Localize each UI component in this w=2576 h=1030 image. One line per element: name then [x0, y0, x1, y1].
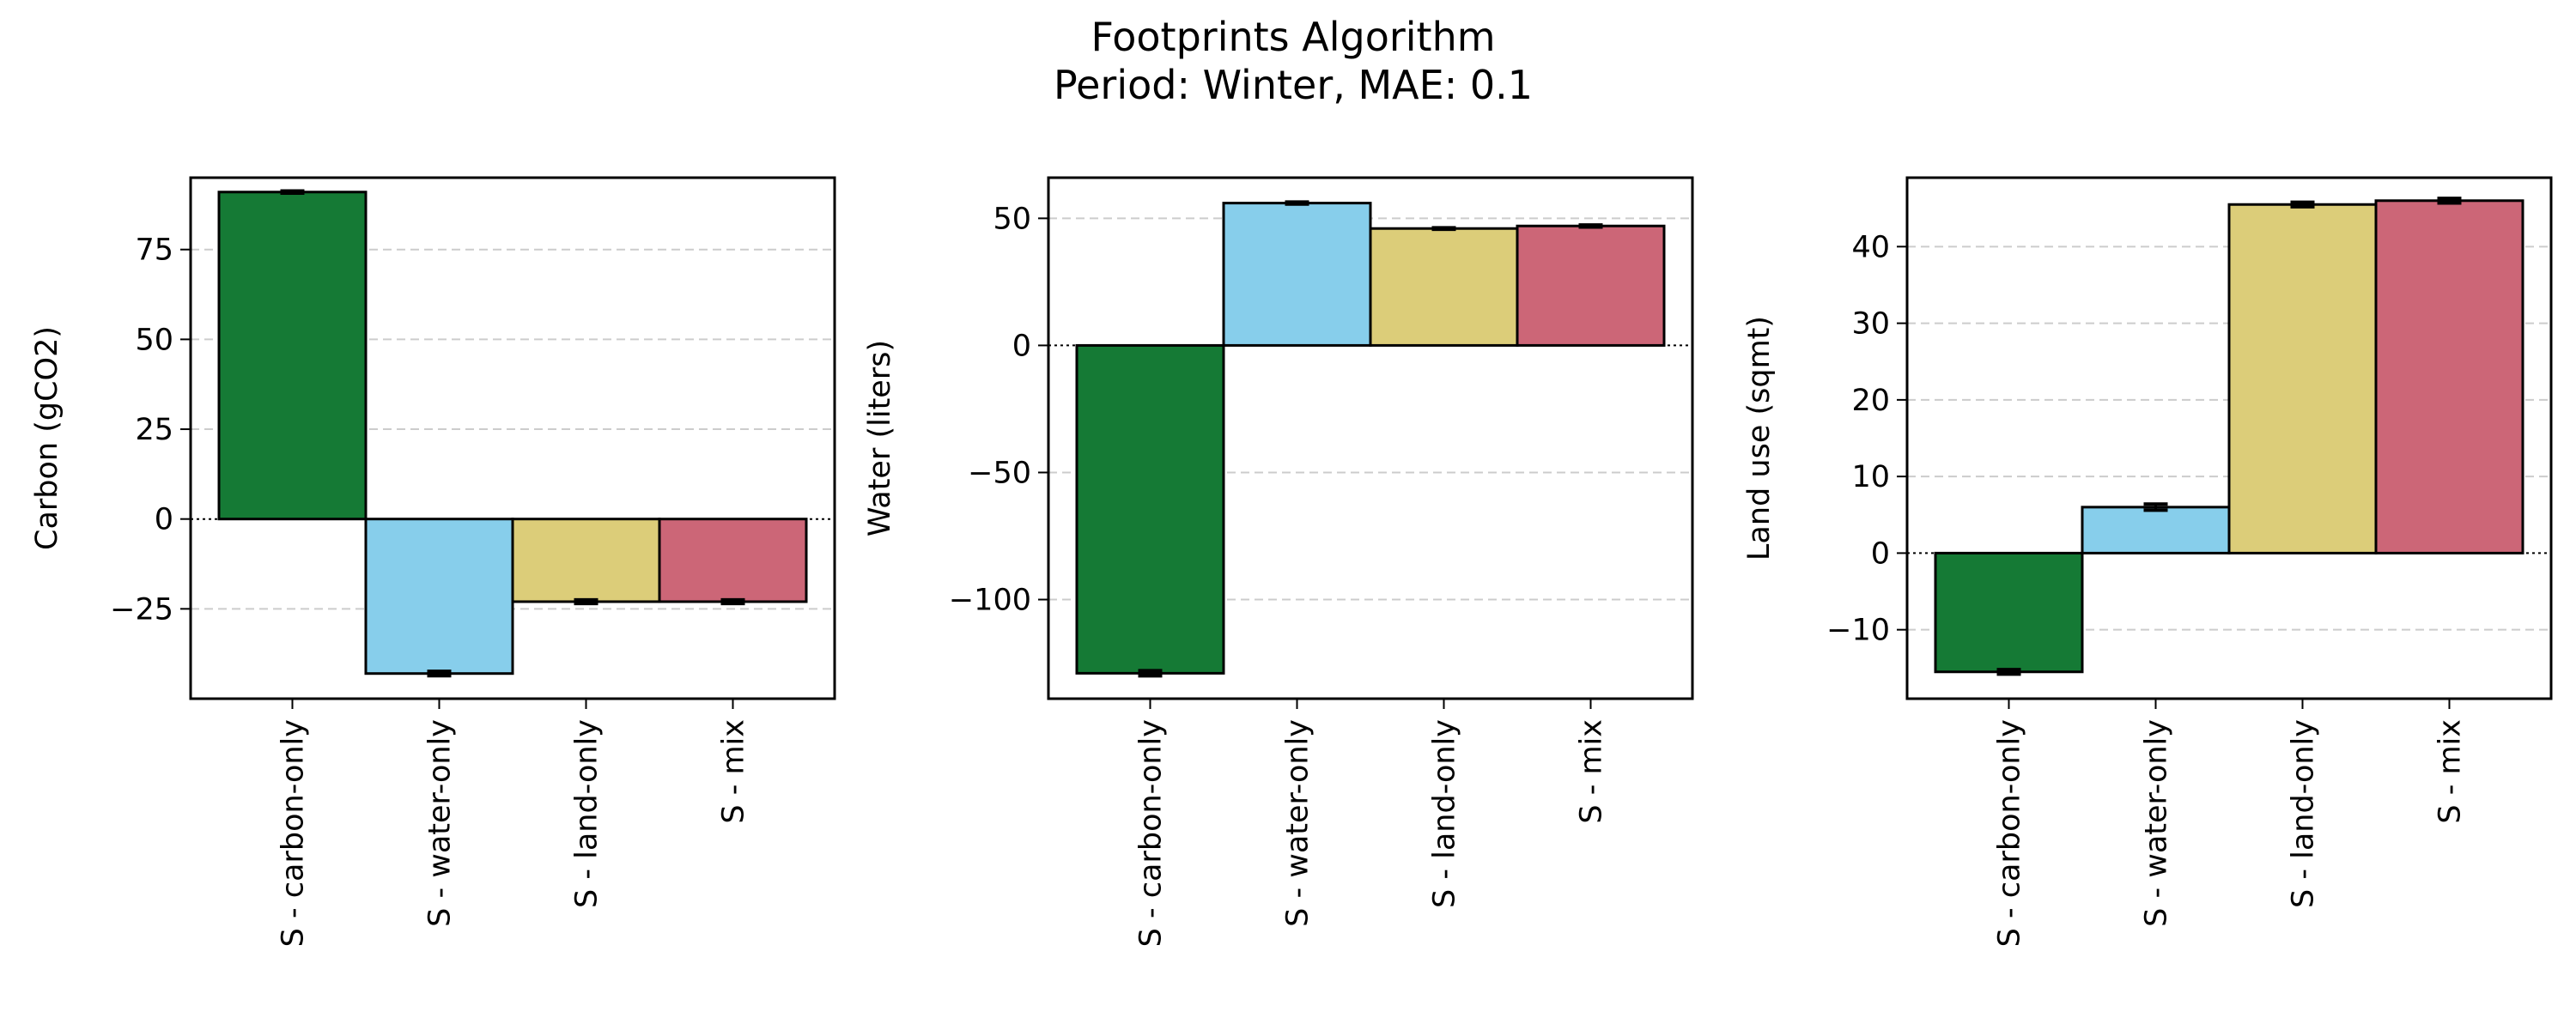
y-tick-label: 40 [1851, 230, 1890, 264]
bar [1222, 202, 1372, 347]
x-tick-label: S - land-only [570, 719, 605, 908]
axes-frame [189, 176, 836, 700]
x-tick-label: S - carbon-only [1134, 719, 1169, 947]
bar [2374, 199, 2524, 554]
axes-frame [1905, 176, 2553, 700]
bar [1369, 227, 1519, 347]
chart-panel-1: S - carbon-only S - water-only S - land-on… [30, 176, 836, 947]
y-tick-label: 50 [993, 202, 1031, 236]
x-tick-label: S - carbon-only [1993, 719, 2027, 947]
subplots: S - carbon-only S - water-only S - land-on… [30, 176, 2553, 947]
bar [1075, 343, 1225, 675]
y-tick-label: 75 [135, 233, 173, 268]
x-tick-label: S - water-only [1281, 719, 1315, 927]
y-tick-label: 10 [1851, 460, 1890, 494]
y-tick-label: 0 [155, 503, 173, 537]
bar [2081, 506, 2231, 554]
chart-panel-2: S - carbon-only S - water-only S - land-on… [863, 176, 1694, 947]
bar [217, 191, 368, 521]
y-tick-label: 0 [1871, 536, 1890, 571]
bar [1934, 551, 2084, 674]
chart-panel-3: S - carbon-only S - water-only S - land-on… [1742, 176, 2553, 947]
y-tick-label: −25 [110, 592, 173, 627]
y-tick-label: 25 [135, 413, 173, 447]
x-tick-label: S - carbon-only [276, 719, 311, 947]
x-tick-label: S - mix [2433, 719, 2468, 824]
x-tick-label: S - land-only [2287, 719, 2321, 908]
axes-frame [1047, 176, 1694, 700]
bar [1516, 224, 1666, 347]
x-tick-label: S - land-only [1428, 719, 1462, 908]
bar [658, 518, 808, 603]
x-tick-label: S - mix [1575, 719, 1609, 824]
y-tick-label: −50 [968, 456, 1031, 490]
y-tick-label: 20 [1851, 384, 1890, 418]
y-tick-label: 30 [1851, 307, 1890, 342]
x-tick-label: S - water-only [423, 719, 458, 927]
bar [364, 518, 514, 676]
x-tick-label: S - water-only [2140, 719, 2174, 927]
y-tick-label: −100 [949, 584, 1031, 618]
bar [511, 518, 661, 603]
y-tick-label: 0 [1012, 329, 1031, 363]
bar [2227, 203, 2378, 554]
figure-subtitle: Period: Winter, MAE: 0.1 [1054, 62, 1533, 108]
y-axis-label: Water (liters) [863, 340, 897, 536]
y-tick-label: −10 [1826, 614, 1890, 648]
y-axis-label: Land use (sqmt) [1742, 316, 1777, 560]
y-axis-label: Carbon (gCO2) [30, 326, 64, 550]
figure-title: Footprints Algorithm [1091, 14, 1495, 60]
y-tick-label: 50 [135, 323, 173, 357]
x-tick-label: S - mix [717, 719, 751, 824]
